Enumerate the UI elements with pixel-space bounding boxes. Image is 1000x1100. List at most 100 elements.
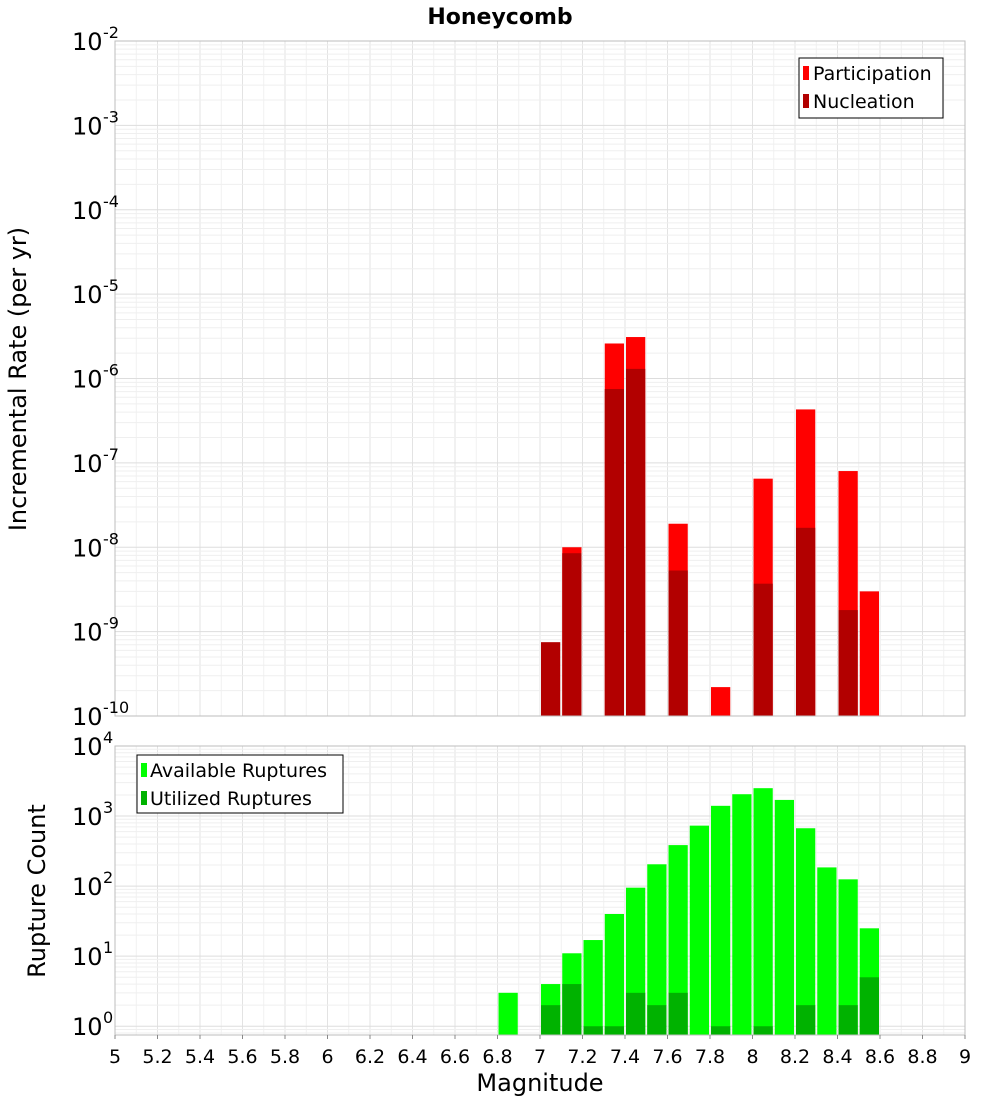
legend-label-utilized: Utilized Ruptures: [150, 788, 312, 810]
bottom-bar-available-ruptures: [817, 867, 837, 1035]
bottom-bar-available-ruptures: [498, 992, 518, 1035]
chart-title: Honeycomb: [427, 5, 572, 30]
x-tick-label: 7.4: [610, 1046, 640, 1068]
bottom-legend-box: [136, 754, 344, 814]
bottom-bar-available-ruptures: [583, 940, 603, 1035]
x-tick-label: 5: [109, 1046, 121, 1068]
bottom-bar-available-ruptures: [604, 914, 624, 1035]
x-tick-labels: 5 5.2 5.4 5.6 5.8 6 6.2 6.4 6.6 6.8 7 7.2 7.4 7.6 7.8 8…: [109, 1035, 971, 1068]
bottom-bar-available-ruptures: [838, 879, 858, 1035]
top-y-tick-label: 10: [72, 450, 103, 478]
bottom-legend: Available Ruptures Utilized Ruptures: [136, 754, 344, 814]
x-tick-label: 7.2: [567, 1046, 597, 1068]
top-plot-border: [114, 40, 966, 717]
x-tick-label: 6.4: [397, 1046, 427, 1068]
top-plot-area: 10-210-310-410-510-610-710-810-910-10 In…: [4, 23, 966, 731]
bottom-y-tick-exponent: 4: [103, 728, 113, 747]
top-bar-nucleation: [541, 642, 561, 716]
top-bar-nucleation: [838, 610, 858, 716]
x-tick-label: 6.2: [355, 1046, 385, 1068]
legend-label-participation: Participation: [813, 63, 932, 85]
x-tick-label: 7.6: [652, 1046, 682, 1068]
bottom-y-tick-label: 10: [72, 943, 103, 971]
x-tick-label: 5.6: [227, 1046, 257, 1068]
top-y-tick-exponent: -6: [103, 361, 119, 380]
x-tick-label: 8.6: [865, 1046, 895, 1068]
bottom-bar-utilized-ruptures: [668, 992, 688, 1035]
top-bar-nucleation: [753, 583, 773, 716]
bottom-bar-utilized-ruptures: [859, 977, 879, 1035]
top-grid: [114, 40, 966, 717]
top-bars: [541, 337, 879, 716]
bottom-bar-available-ruptures: [711, 805, 731, 1035]
bottom-bar-utilized-ruptures: [647, 1005, 667, 1035]
bottom-y-tick-exponent: 3: [103, 798, 113, 817]
bottom-bar-available-ruptures: [689, 825, 709, 1035]
top-y-tick-exponent: -9: [103, 614, 119, 633]
bottom-y-tick-exponent: 1: [103, 938, 113, 957]
top-y-tick-exponent: -5: [103, 276, 119, 295]
bottom-bar-available-ruptures: [753, 788, 773, 1035]
top-bar-nucleation: [626, 368, 646, 716]
legend-label-nucleation: Nucleation: [813, 91, 915, 113]
top-y-tick-exponent: -7: [103, 445, 119, 464]
top-y-tick-exponent: -3: [103, 107, 119, 126]
x-tick-label: 5.2: [142, 1046, 172, 1068]
top-y-tick-exponent: -8: [103, 529, 119, 548]
bottom-bar-utilized-ruptures: [541, 1005, 561, 1035]
top-bar-participation: [859, 591, 879, 716]
top-y-tick-exponent: -2: [103, 23, 119, 42]
bottom-y-tick-label: 10: [72, 1013, 103, 1041]
bottom-bar-available-ruptures: [668, 845, 688, 1035]
top-bar-nucleation: [562, 553, 582, 716]
bottom-bar-available-ruptures: [774, 799, 794, 1035]
x-tick-label: 7: [534, 1046, 546, 1068]
bottom-bar-available-ruptures: [647, 864, 667, 1035]
x-tick-label: 8.4: [822, 1046, 852, 1068]
legend-swatch-utilized: [141, 791, 147, 805]
x-tick-label: 6.8: [482, 1046, 512, 1068]
x-axis-label: Magnitude: [476, 1069, 603, 1097]
top-y-tick-label: 10: [72, 366, 103, 394]
top-y-tick-label: 10: [72, 112, 103, 140]
bottom-bar-utilized-ruptures: [626, 992, 646, 1035]
legend-swatch-nucleation: [803, 94, 809, 108]
bottom-bar-utilized-ruptures: [583, 1026, 603, 1035]
x-tick-label: 5.4: [185, 1046, 215, 1068]
top-y-tick-label: 10: [72, 703, 103, 731]
bottom-y-tick-label: 10: [72, 873, 103, 901]
bottom-y-axis-label: Rupture Count: [23, 804, 51, 978]
top-y-tick-label: 10: [72, 281, 103, 309]
bottom-y-tick-label: 10: [72, 803, 103, 831]
top-legend: Participation Nucleation: [798, 57, 944, 119]
bottom-bar-utilized-ruptures: [753, 1026, 773, 1035]
top-y-tick-label: 10: [72, 28, 103, 56]
top-legend-box: [798, 57, 944, 119]
legend-swatch-participation: [803, 66, 809, 80]
top-y-axis-label: Incremental Rate (per yr): [4, 227, 32, 531]
top-y-tick-label: 10: [72, 197, 103, 225]
top-bar-nucleation: [796, 527, 816, 716]
x-tick-label: 8.2: [780, 1046, 810, 1068]
top-y-tick-label: 10: [72, 534, 103, 562]
top-bar-participation: [711, 687, 731, 716]
x-tick-label: 8: [746, 1046, 758, 1068]
legend-swatch-available: [141, 763, 147, 777]
bottom-bar-available-ruptures: [796, 828, 816, 1035]
x-tick-label: 6.6: [440, 1046, 470, 1068]
top-y-tick-exponent: -10: [103, 698, 129, 717]
bottom-bar-utilized-ruptures: [838, 1005, 858, 1035]
bottom-bar-utilized-ruptures: [604, 1026, 624, 1035]
bottom-bar-utilized-ruptures: [711, 1026, 731, 1035]
x-tick-label: 8.8: [907, 1046, 937, 1068]
top-y-tick-labels: 10-210-310-410-510-610-710-810-910-10: [72, 23, 129, 731]
x-tick-label: 6: [321, 1046, 333, 1068]
bottom-bar-utilized-ruptures: [562, 984, 582, 1035]
x-tick-label: 5.8: [270, 1046, 300, 1068]
bottom-bars: [498, 788, 879, 1035]
bottom-y-tick-label: 10: [72, 733, 103, 761]
x-tick-label: 7.8: [695, 1046, 725, 1068]
